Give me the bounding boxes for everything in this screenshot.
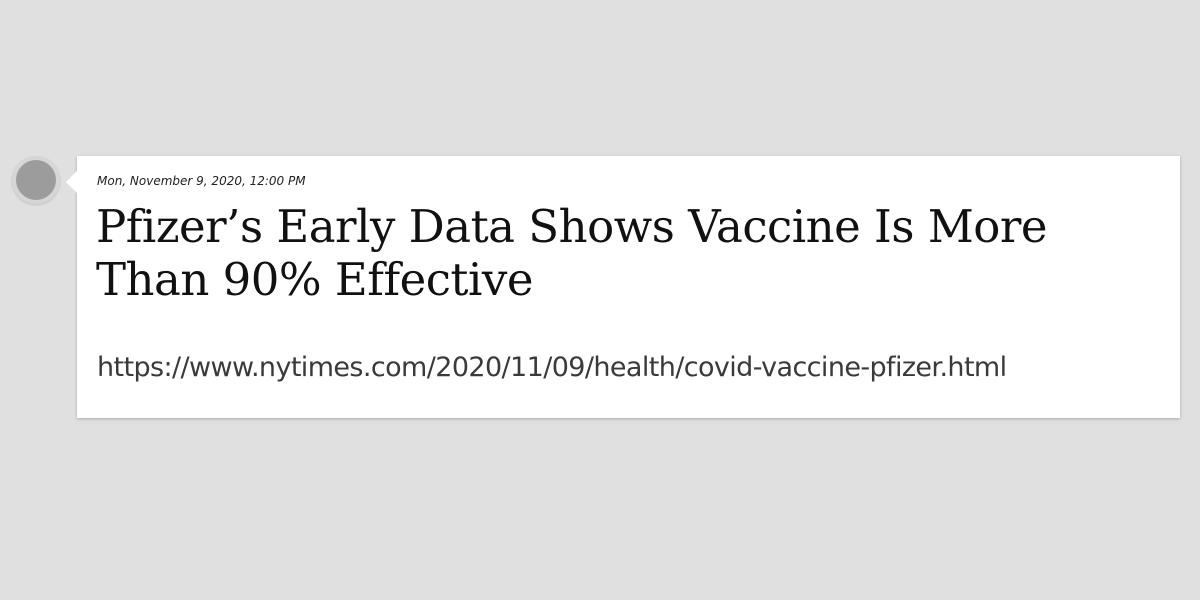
post-link[interactable]: https://www.nytimes.com/2020/11/09/healt… (97, 352, 1007, 383)
post-headline[interactable]: Pfizer’s Early Data Shows Vaccine Is Mor… (96, 200, 1048, 306)
timeline-marker-icon (16, 160, 56, 200)
post-timestamp: Mon, November 9, 2020, 12:00 PM (97, 174, 306, 188)
card-pointer (66, 171, 77, 193)
post-card: Mon, November 9, 2020, 12:00 PM Pfizer’s… (66, 156, 1180, 418)
timeline-marker (12, 156, 60, 204)
